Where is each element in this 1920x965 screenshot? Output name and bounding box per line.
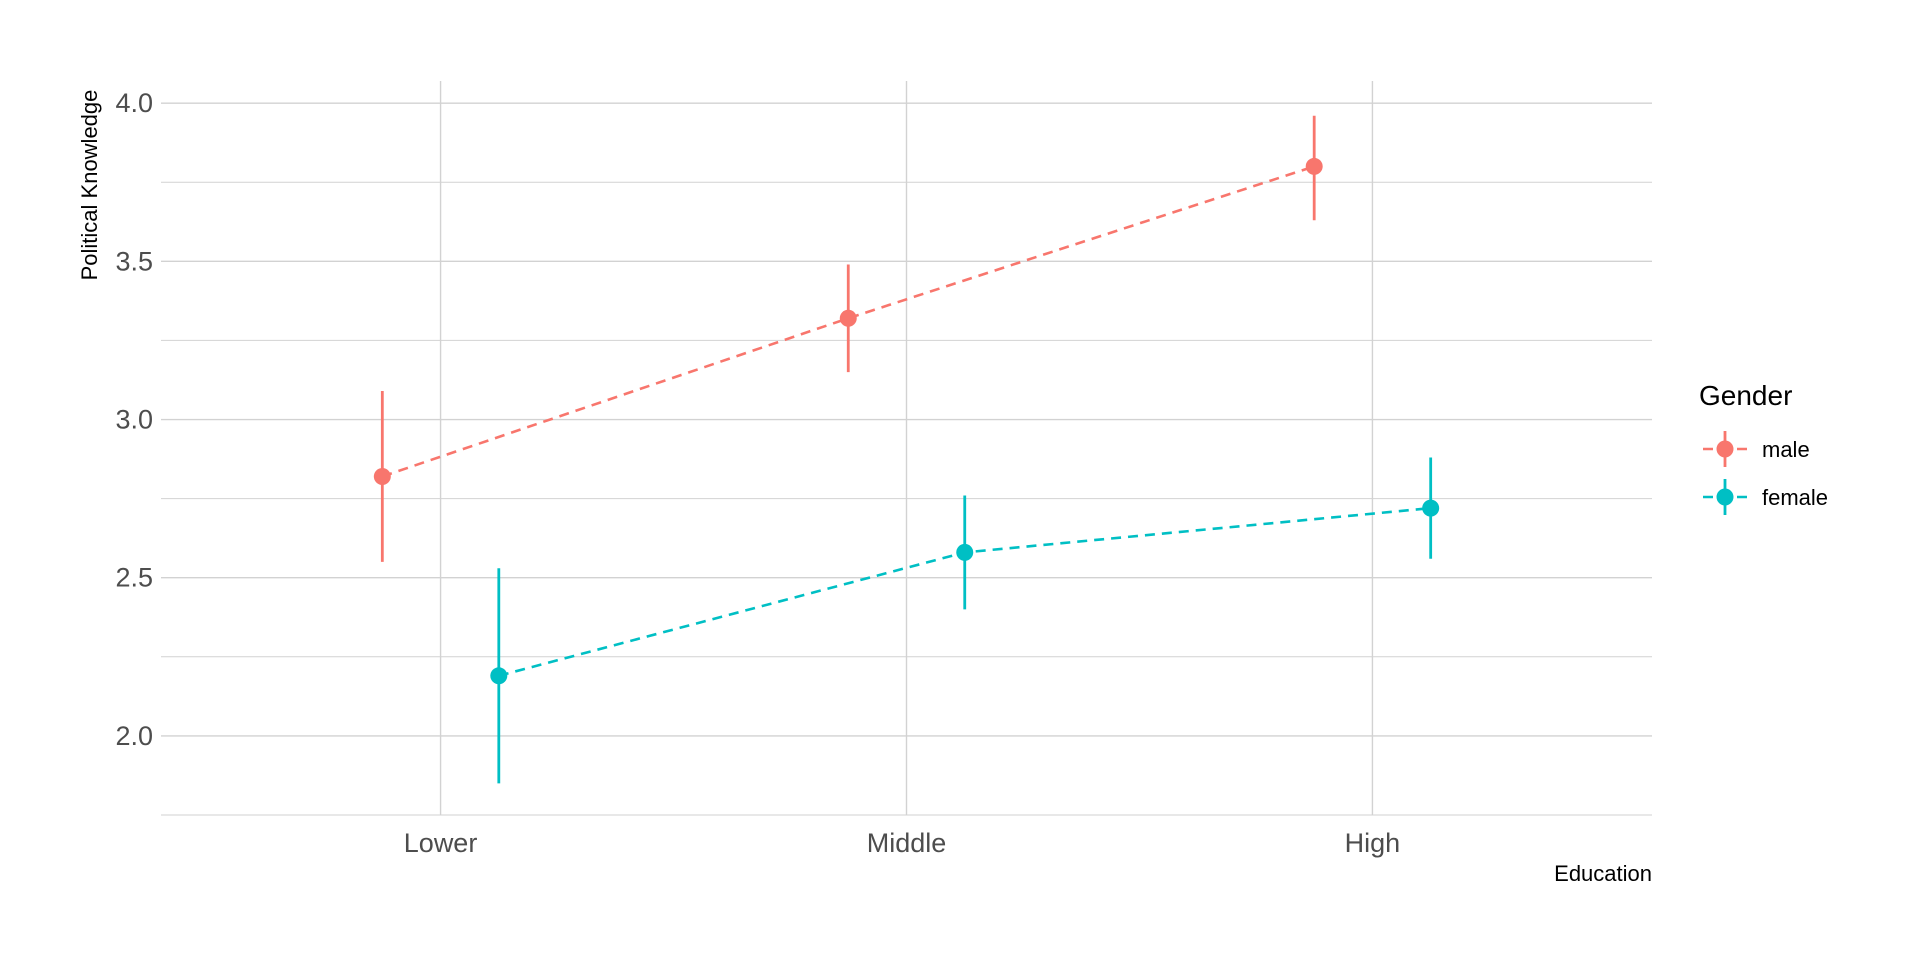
legend-label: male xyxy=(1762,437,1810,462)
y-tick-label: 2.5 xyxy=(115,563,153,593)
series-line xyxy=(381,165,1315,478)
data-point xyxy=(839,309,857,327)
legend: Gender male female xyxy=(1699,380,1828,515)
legend-items: male female xyxy=(1703,431,1828,515)
y-axis-title: Political Knowledge xyxy=(77,90,102,281)
y-tick-label: 3.5 xyxy=(115,246,153,276)
y-tick-label: 2.0 xyxy=(115,721,153,751)
y-tick-label: 4.0 xyxy=(115,88,153,118)
legend-key-point xyxy=(1716,440,1734,458)
grid-layer xyxy=(161,81,1652,816)
legend-key-point xyxy=(1716,488,1734,506)
series-layer xyxy=(373,115,1440,784)
legend-item-male: male xyxy=(1703,431,1810,467)
x-tick-label: Lower xyxy=(404,828,478,858)
data-point xyxy=(1422,499,1440,517)
legend-title: Gender xyxy=(1699,380,1792,411)
axis-text-layer: 2.0 2.5 3.0 3.5 4.0 Lower Middle High xyxy=(115,88,1400,858)
legend-item-female: female xyxy=(1703,479,1828,515)
data-point xyxy=(956,543,974,561)
data-point xyxy=(1305,157,1323,175)
series-male xyxy=(373,115,1323,562)
x-axis-title: Education xyxy=(1554,861,1652,886)
data-point xyxy=(373,467,391,485)
x-tick-label: Middle xyxy=(867,828,947,858)
data-point xyxy=(490,667,508,685)
y-tick-label: 3.0 xyxy=(115,405,153,435)
x-tick-label: High xyxy=(1345,828,1401,858)
series-female xyxy=(490,457,1440,784)
legend-label: female xyxy=(1762,485,1828,510)
